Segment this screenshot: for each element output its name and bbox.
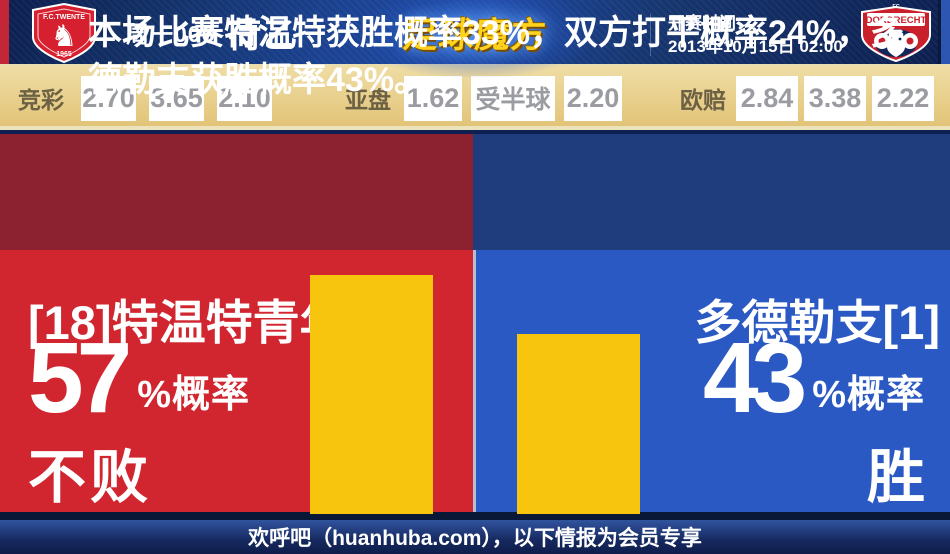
yapan-home-odds: 1.62 <box>404 75 462 121</box>
away-outcome-label: 胜 <box>866 445 925 510</box>
summary-band-away-half <box>473 134 950 250</box>
kickoff-label: 开赛时间： <box>668 14 753 33</box>
oupei-home-odds: 2.84 <box>736 75 798 121</box>
header-red-edge <box>0 0 9 64</box>
home-team-label: [18]特温特青年 <box>28 296 347 349</box>
oupei-away-odds: 2.22 <box>872 75 934 121</box>
summary-band-home-half <box>0 134 473 250</box>
footer-bar: 欢呼吧（huanhuba.com），以下情报为会员专享 <box>0 520 950 554</box>
home-probability: 57 %概率 <box>28 322 251 434</box>
twente-banner-label: F.C.TWENTE <box>43 14 85 21</box>
oupei-label: 欧赔 <box>680 87 726 113</box>
kickoff-time-block: 开赛时间： 2013年10月15日 02:00 <box>668 12 843 58</box>
yapan-label: 亚盘 <box>345 87 391 113</box>
away-probability: 43 %概率 <box>703 322 926 434</box>
footer-border <box>0 512 950 520</box>
jingcai-away-odds: 2.10 <box>217 75 272 121</box>
match-probability-summary: 本场比赛特温特获胜概率33%，双方打平概率24%，多德勒支获胜概率43%。 <box>88 14 905 99</box>
home-probability-value: 57 <box>28 322 132 434</box>
match-code: 周一006 <box>126 21 216 47</box>
yapan-away-odds: 2.20 <box>564 75 622 121</box>
summary-band <box>0 134 950 250</box>
away-team-label: 多德勒支[1] <box>694 296 940 349</box>
probability-bar-home <box>310 275 433 514</box>
footer-site-notice: 欢呼吧（huanhuba.com），以下情报为会员专享 <box>248 527 702 550</box>
oupei-odds-group: 欧赔 2.84 3.38 2.22 <box>680 66 934 130</box>
match-title: 周一006 荷乙 <box>126 0 299 64</box>
league-name: 荷乙 <box>227 16 300 55</box>
header-divider <box>650 14 651 56</box>
twente-crest-icon: F.C.TWENTE ♞ 1965 <box>30 2 98 68</box>
kickoff-datetime: 2013年10月15日 02:00 <box>668 37 843 56</box>
dordrecht-crest-icon: FC DORDRECHT <box>858 3 934 68</box>
away-probability-unit: %概率 <box>812 374 926 416</box>
jingcai-label: 竞彩 <box>18 87 64 113</box>
header-banner: F.C.TWENTE ♞ 1965 周一006 荷乙 足球魔方 开赛时间： 20… <box>0 0 950 66</box>
jingcai-home-odds: 2.70 <box>81 75 136 121</box>
probability-bar-away <box>517 334 640 514</box>
header-right-edge <box>938 0 950 64</box>
twente-year-label: 1965 <box>56 51 72 58</box>
home-outcome-label: 不败 <box>28 445 153 510</box>
away-probability-value: 43 <box>703 322 807 434</box>
dordrecht-banner-label: DORDRECHT <box>866 15 927 26</box>
twente-horse-glyph: ♞ <box>51 20 78 53</box>
jingcai-odds-group: 竞彩 2.70 3.65 2.10 <box>18 66 272 130</box>
home-probability-unit: %概率 <box>137 374 251 416</box>
yapan-odds-group: 亚盘 1.62 受半球 2.20 <box>345 66 622 130</box>
jingcai-draw-odds: 3.65 <box>149 75 204 121</box>
oupei-draw-odds: 3.38 <box>804 75 866 121</box>
yapan-handicap: 受半球 <box>471 75 555 121</box>
